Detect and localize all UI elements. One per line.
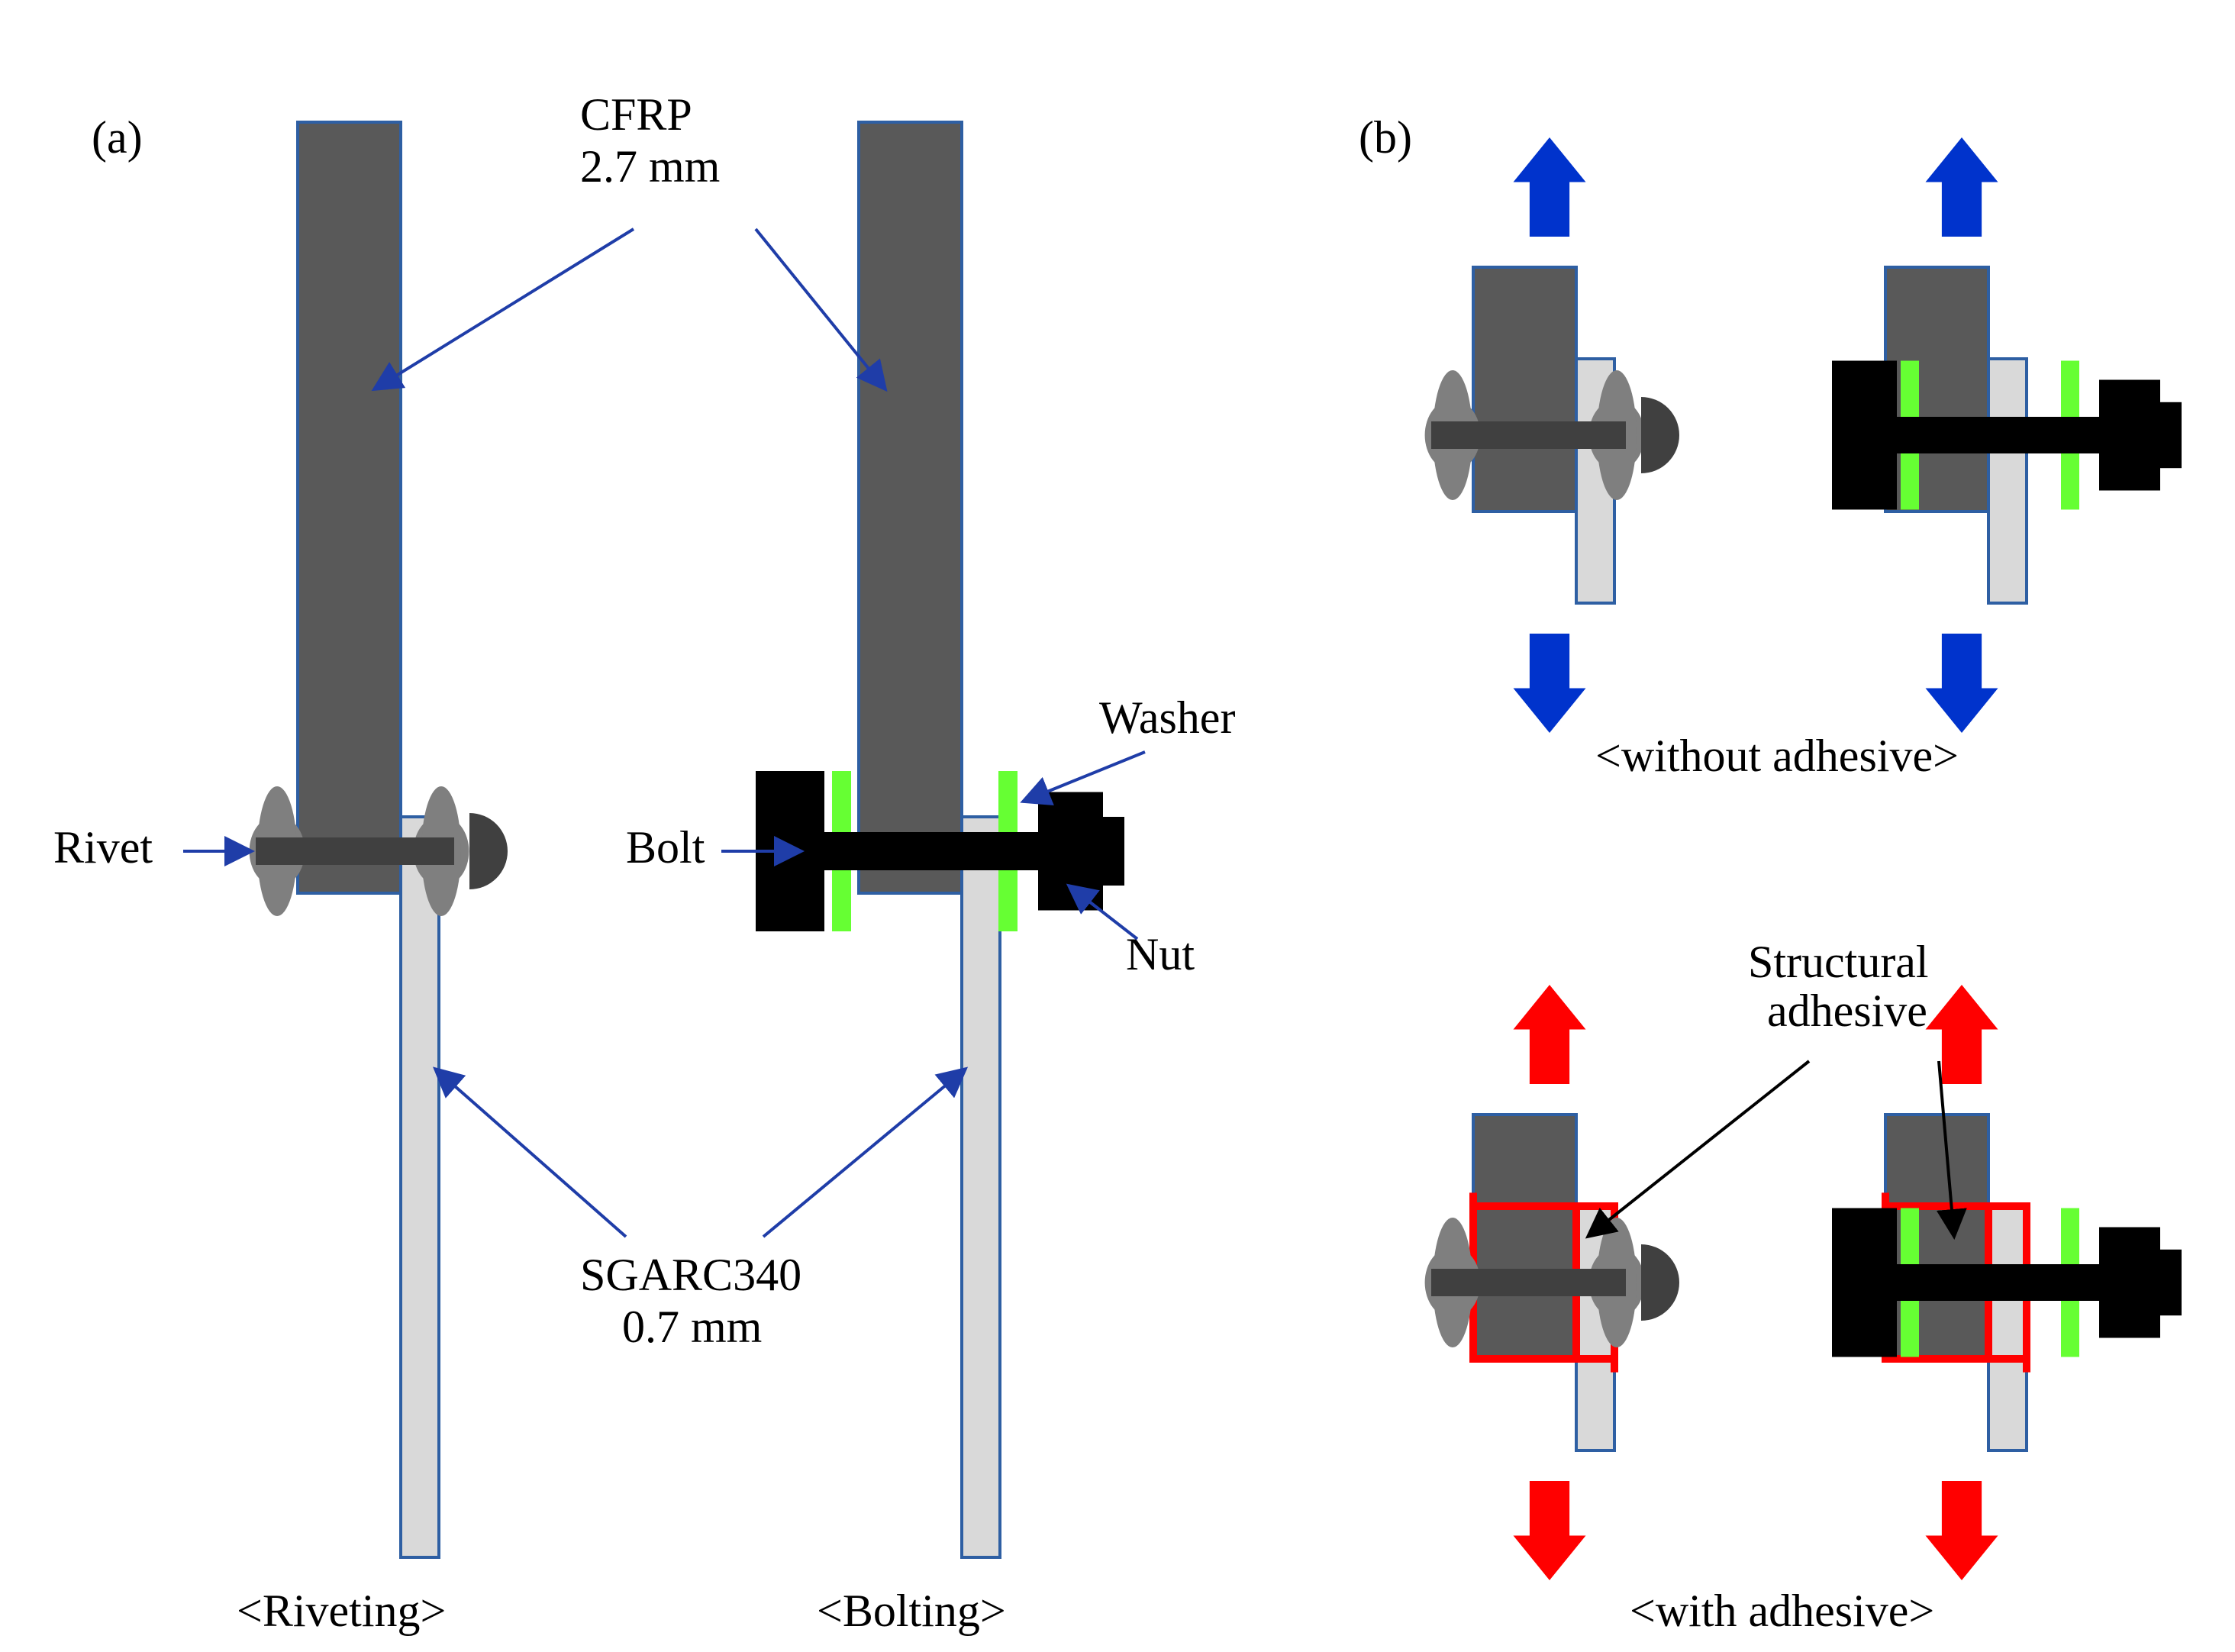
- cfrp-label: 2.7 mm: [580, 141, 720, 192]
- load-arrow-down: [1514, 1481, 1586, 1580]
- arrow-adhesive: [1588, 1061, 1809, 1237]
- load-arrow-up: [1926, 985, 1998, 1084]
- mini-bolt: [1832, 267, 2182, 603]
- adhesive-label: Structural: [1748, 937, 1929, 987]
- steel-plate: [401, 817, 439, 1557]
- load-arrow-down: [1926, 1481, 1998, 1580]
- label-a: (a): [92, 112, 143, 163]
- mini-bolt-adh: [1832, 1115, 2182, 1450]
- arrow-cfrp: [374, 229, 634, 389]
- rivet-label: Rivet: [53, 822, 153, 873]
- cfrp-plate: [298, 122, 401, 893]
- load-arrow-up: [1514, 137, 1586, 237]
- steel-label: 0.7 mm: [622, 1302, 762, 1352]
- mini-rivet-adh: [1425, 1115, 1679, 1450]
- arrow-steel: [435, 1069, 626, 1237]
- load-arrow-up: [1926, 137, 1998, 237]
- caption-without: <without adhesive>: [1595, 731, 1959, 781]
- cfrp-label: CFRP: [580, 89, 692, 140]
- mini-rivet: [1425, 267, 1679, 603]
- cfrp-plate: [859, 122, 962, 893]
- steel-label: SGARC340: [580, 1250, 801, 1300]
- washer-label: Washer: [1099, 692, 1235, 743]
- adhesive-label: adhesive: [1767, 986, 1927, 1036]
- label-b: (b): [1359, 112, 1412, 163]
- load-arrow-down: [1514, 634, 1586, 733]
- caption-with: <with adhesive>: [1630, 1586, 1934, 1636]
- arrow-steel: [763, 1069, 966, 1237]
- bolt-label: Bolt: [626, 822, 705, 873]
- caption-bolting: <Bolting>: [817, 1586, 1006, 1636]
- caption-riveting: <Riveting>: [237, 1586, 446, 1636]
- load-arrow-up: [1514, 985, 1586, 1084]
- load-arrow-down: [1926, 634, 1998, 733]
- steel-plate: [962, 817, 1000, 1557]
